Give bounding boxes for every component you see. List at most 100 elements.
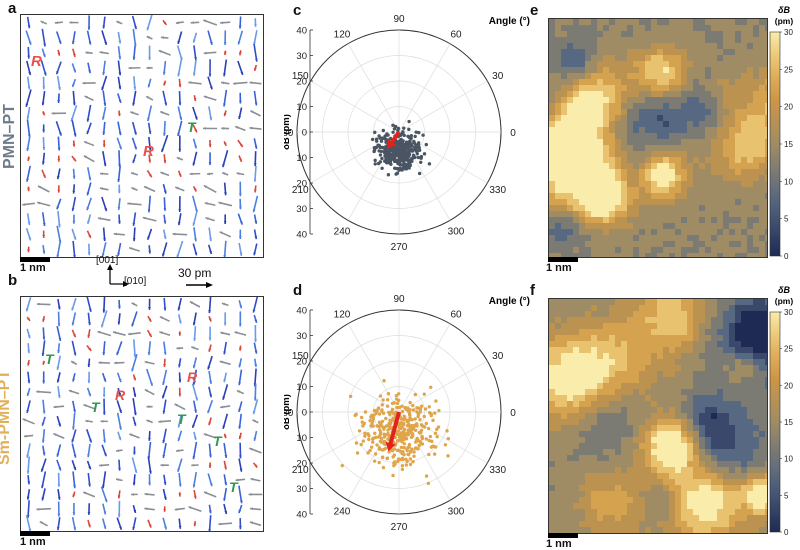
heatmap-cell xyxy=(717,55,724,62)
data-point xyxy=(384,151,388,156)
displacement-vector xyxy=(87,62,91,74)
data-point xyxy=(435,427,439,432)
heatmap-cell xyxy=(633,419,640,426)
heatmap-cell xyxy=(687,205,694,212)
data-point xyxy=(417,148,422,152)
heatmap-cell xyxy=(693,443,700,450)
heatmap-cell xyxy=(597,109,604,116)
heatmap-cell xyxy=(567,37,574,44)
heatmap-cell xyxy=(681,175,688,182)
heatmap-cell xyxy=(711,485,718,492)
heatmap-cell xyxy=(759,247,766,254)
heatmap-cell xyxy=(603,527,610,533)
heatmap-cell xyxy=(603,347,610,354)
heatmap-cell xyxy=(723,139,730,146)
heatmap-cell xyxy=(687,199,694,206)
heatmap-cell xyxy=(597,431,604,438)
heatmap-cell xyxy=(639,181,646,188)
displacement-vector xyxy=(249,507,261,511)
heatmap-cell xyxy=(567,193,574,200)
heatmap-cell xyxy=(765,437,767,444)
heatmap-cell xyxy=(711,527,718,533)
heatmap-cell xyxy=(753,85,760,92)
heatmap-cell xyxy=(639,55,646,62)
heatmap-cell xyxy=(759,109,766,116)
heatmap-cell xyxy=(555,241,562,248)
heatmap-cell xyxy=(639,317,646,324)
data-point xyxy=(433,431,438,436)
heatmap-cell xyxy=(621,145,628,152)
heatmap-cell xyxy=(747,425,754,432)
heatmap-cell xyxy=(747,485,754,492)
displacement-vector xyxy=(235,478,246,482)
heatmap-cell xyxy=(621,419,628,426)
heatmap-cell xyxy=(561,389,568,396)
colorbar-tick-label: 30 xyxy=(784,28,793,37)
heatmap-cell xyxy=(573,461,580,468)
heatmap-cell xyxy=(639,413,646,420)
heatmap-cell xyxy=(723,299,730,306)
heatmap-cell xyxy=(723,377,730,384)
heatmap-cell xyxy=(579,341,586,348)
heatmap-cell xyxy=(705,241,712,248)
heatmap-cell xyxy=(747,467,754,474)
displacement-vector xyxy=(208,386,213,398)
heatmap-cell xyxy=(645,127,652,134)
data-point xyxy=(401,166,406,170)
displacement-vector xyxy=(234,331,247,336)
heatmap-cell xyxy=(603,377,610,384)
displacement-vector xyxy=(237,213,244,225)
heatmap-cell xyxy=(753,365,760,372)
heatmap-cell xyxy=(603,407,610,414)
heatmap-cell xyxy=(741,365,748,372)
displacement-vector xyxy=(223,50,227,56)
heatmap-cell xyxy=(741,329,748,336)
displacement-vector xyxy=(162,517,168,530)
heatmap-cell xyxy=(633,323,640,330)
heatmap-cell xyxy=(561,323,568,330)
data-point xyxy=(418,410,422,414)
heatmap-cell xyxy=(633,317,640,324)
heatmap-cell xyxy=(621,503,628,510)
displacement-vector xyxy=(26,328,31,339)
heatmap-cell xyxy=(567,473,574,480)
heatmap-cell xyxy=(573,37,580,44)
heatmap-cell xyxy=(735,407,742,414)
heatmap-cell xyxy=(699,305,706,312)
heatmap-cell xyxy=(747,253,754,257)
data-point xyxy=(382,427,386,431)
heatmap-cell xyxy=(585,139,592,146)
heatmap-cell xyxy=(735,133,742,140)
data-point xyxy=(396,126,401,131)
data-point xyxy=(381,465,386,470)
heatmap-cell xyxy=(603,455,610,462)
heatmap-cell xyxy=(591,509,598,516)
displacement-vector xyxy=(42,230,46,239)
heatmap-cell xyxy=(657,527,664,533)
arrow-scale-glyph xyxy=(186,282,213,288)
heatmap-cell xyxy=(585,521,592,528)
displacement-vector xyxy=(176,449,184,453)
heatmap-cell xyxy=(639,449,646,456)
heatmap-cell xyxy=(717,323,724,330)
heatmap-cell xyxy=(627,115,634,122)
heatmap-cell xyxy=(717,163,724,170)
displacement-vector xyxy=(128,246,141,252)
heatmap-cell xyxy=(723,503,730,510)
heatmap-cell xyxy=(639,31,646,38)
displacement-vector xyxy=(116,517,123,531)
heatmap-cell xyxy=(621,199,628,206)
data-point xyxy=(402,453,406,457)
heatmap-cell xyxy=(609,223,616,230)
heatmap-cell xyxy=(681,389,688,396)
displacement-vector xyxy=(192,400,197,413)
heatmap-cell xyxy=(591,121,598,128)
heatmap-cell xyxy=(567,241,574,248)
heatmap-cell xyxy=(681,431,688,438)
heatmap-cell xyxy=(705,199,712,206)
displacement-vector xyxy=(253,383,257,401)
heatmap-cell xyxy=(579,49,586,56)
displacement-vector xyxy=(223,341,227,355)
displacement-vector xyxy=(208,515,212,531)
heatmap-cell xyxy=(603,133,610,140)
